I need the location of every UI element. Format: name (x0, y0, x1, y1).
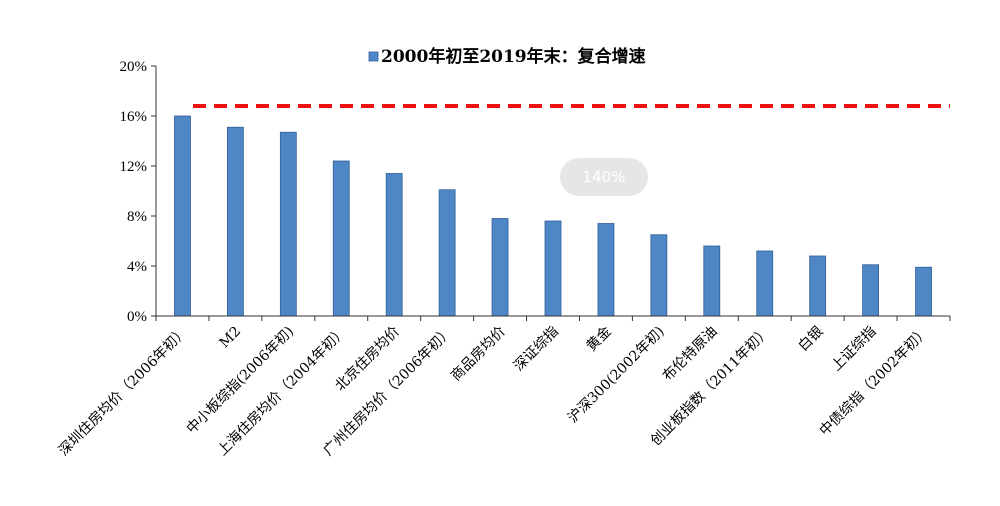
y-tick-label: 12% (120, 159, 148, 175)
zoom-level-badge: 140% (560, 158, 648, 196)
legend: 2000年初至2019年末：复合增速 (368, 46, 646, 67)
bar (438, 189, 456, 317)
legend-label: 2000年初至2019年末：复合增速 (381, 46, 646, 67)
bar (332, 160, 350, 317)
category-label: 中债综指（2002年初） (816, 323, 932, 439)
legend-swatch (368, 51, 379, 62)
category-label: 中小板综指(2006年初) (183, 323, 297, 437)
category-label: 白银 (795, 324, 826, 355)
y-tick-label: 20% (120, 59, 148, 75)
bar (703, 245, 721, 317)
bar (491, 218, 509, 317)
bars (174, 115, 932, 317)
bar (862, 264, 879, 317)
bar (385, 173, 403, 317)
bar (915, 266, 932, 317)
category-label: 深证综指 (511, 324, 562, 375)
y-tick-label: 8% (127, 209, 147, 225)
bar (809, 255, 827, 317)
bar (544, 220, 562, 317)
bar (597, 223, 615, 317)
bar (756, 250, 774, 317)
category-label: 上证综指 (829, 324, 880, 375)
y-tick-label: 4% (127, 259, 147, 275)
y-tick-label: 0% (127, 309, 147, 325)
y-tick-label: 16% (120, 109, 148, 125)
bar (174, 115, 191, 317)
category-label: 商品房均价 (448, 324, 509, 385)
bar (226, 126, 244, 317)
category-label: 黄金 (583, 323, 615, 355)
category-label: M2 (216, 324, 244, 352)
x-axis: 深圳住房均价（2006年初） M2中小板综指(2006年初)上海住房均价（2004… (55, 315, 951, 459)
bar (650, 234, 668, 317)
bar (279, 131, 297, 317)
category-label: 沪深300(2002年初) (564, 323, 667, 426)
y-axis: 0% 4% 8% 12% 16% 20% (120, 59, 157, 325)
category-label: 深圳住房均价（2006年初） (55, 323, 191, 459)
